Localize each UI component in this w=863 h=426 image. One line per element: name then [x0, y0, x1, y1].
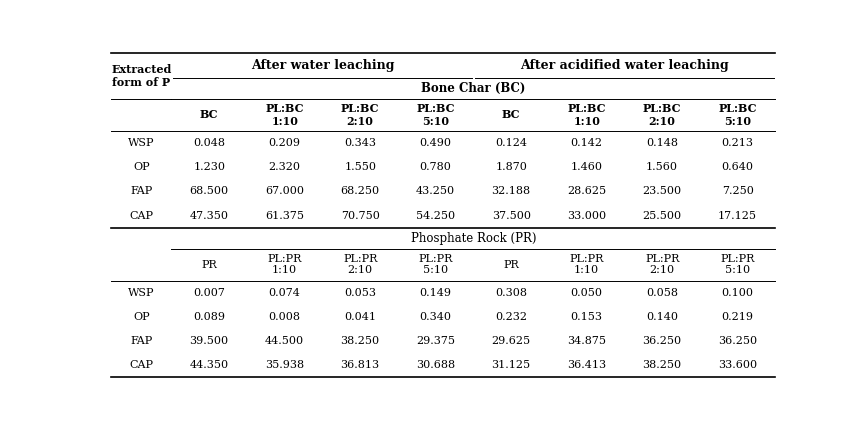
- Text: 38.250: 38.250: [643, 360, 682, 370]
- Text: 0.490: 0.490: [419, 138, 451, 148]
- Text: 29.375: 29.375: [416, 336, 455, 346]
- Text: 61.375: 61.375: [265, 210, 304, 221]
- Text: PL:BC
2:10: PL:BC 2:10: [341, 103, 380, 127]
- Text: 0.209: 0.209: [268, 138, 300, 148]
- Text: CAP: CAP: [129, 360, 154, 370]
- Text: 47.350: 47.350: [190, 210, 229, 221]
- Text: 67.000: 67.000: [265, 187, 304, 196]
- Text: 43.250: 43.250: [416, 187, 455, 196]
- Text: 17.125: 17.125: [718, 210, 757, 221]
- Text: 70.750: 70.750: [341, 210, 380, 221]
- Text: 36.250: 36.250: [718, 336, 757, 346]
- Text: 0.149: 0.149: [419, 288, 451, 298]
- Text: After water leaching: After water leaching: [250, 59, 394, 72]
- Text: Bone Char (BC): Bone Char (BC): [421, 82, 526, 95]
- Text: 2.320: 2.320: [268, 162, 300, 172]
- Text: 1.870: 1.870: [495, 162, 527, 172]
- Text: PR: PR: [503, 259, 519, 270]
- Text: BC: BC: [200, 109, 218, 121]
- Text: 0.780: 0.780: [419, 162, 451, 172]
- Text: 36.413: 36.413: [567, 360, 606, 370]
- Text: 68.250: 68.250: [341, 187, 380, 196]
- Text: Extracted
form of P: Extracted form of P: [111, 64, 172, 88]
- Text: 7.250: 7.250: [721, 187, 753, 196]
- Text: FAP: FAP: [130, 336, 153, 346]
- Text: 30.688: 30.688: [416, 360, 455, 370]
- Text: PL:PR
5:10: PL:PR 5:10: [419, 254, 453, 275]
- Text: PL:PR
1:10: PL:PR 1:10: [570, 254, 604, 275]
- Text: CAP: CAP: [129, 210, 154, 221]
- Text: 0.140: 0.140: [646, 312, 678, 322]
- Text: 28.625: 28.625: [567, 187, 606, 196]
- Text: PL:PR
5:10: PL:PR 5:10: [721, 254, 755, 275]
- Text: 25.500: 25.500: [643, 210, 682, 221]
- Text: PL:BC
2:10: PL:BC 2:10: [643, 103, 682, 127]
- Text: 0.124: 0.124: [495, 138, 527, 148]
- Text: WSP: WSP: [128, 288, 154, 298]
- Text: 34.875: 34.875: [567, 336, 606, 346]
- Text: 44.350: 44.350: [190, 360, 229, 370]
- Text: PL:BC
1:10: PL:BC 1:10: [266, 103, 304, 127]
- Text: 37.500: 37.500: [492, 210, 531, 221]
- Text: OP: OP: [133, 312, 149, 322]
- Text: 33.600: 33.600: [718, 360, 757, 370]
- Text: 0.153: 0.153: [570, 312, 602, 322]
- Text: 0.308: 0.308: [495, 288, 527, 298]
- Text: 1.230: 1.230: [193, 162, 225, 172]
- Text: 0.640: 0.640: [721, 162, 753, 172]
- Text: 0.142: 0.142: [570, 138, 602, 148]
- Text: 0.340: 0.340: [419, 312, 451, 322]
- Text: 23.500: 23.500: [643, 187, 682, 196]
- Text: 0.074: 0.074: [268, 288, 300, 298]
- Text: 0.048: 0.048: [193, 138, 225, 148]
- Text: PL:PR
1:10: PL:PR 1:10: [268, 254, 302, 275]
- Text: PL:BC
5:10: PL:BC 5:10: [718, 103, 757, 127]
- Text: PL:PR
2:10: PL:PR 2:10: [343, 254, 377, 275]
- Text: 1.550: 1.550: [344, 162, 376, 172]
- Text: 39.500: 39.500: [190, 336, 229, 346]
- Text: 0.053: 0.053: [344, 288, 376, 298]
- Text: FAP: FAP: [130, 187, 153, 196]
- Text: 44.500: 44.500: [265, 336, 305, 346]
- Text: 0.008: 0.008: [268, 312, 300, 322]
- Text: 0.050: 0.050: [570, 288, 602, 298]
- Text: Phosphate Rock (PR): Phosphate Rock (PR): [411, 232, 536, 245]
- Text: 32.188: 32.188: [492, 187, 531, 196]
- Text: PR: PR: [201, 259, 217, 270]
- Text: 0.007: 0.007: [193, 288, 225, 298]
- Text: 1.460: 1.460: [570, 162, 602, 172]
- Text: 33.000: 33.000: [567, 210, 606, 221]
- Text: 36.250: 36.250: [643, 336, 682, 346]
- Text: 0.100: 0.100: [721, 288, 753, 298]
- Text: After acidified water leaching: After acidified water leaching: [520, 59, 728, 72]
- Text: 0.219: 0.219: [721, 312, 753, 322]
- Text: 0.089: 0.089: [193, 312, 225, 322]
- Text: 0.148: 0.148: [646, 138, 678, 148]
- Text: PL:BC
1:10: PL:BC 1:10: [567, 103, 606, 127]
- Text: 0.041: 0.041: [344, 312, 376, 322]
- Text: 36.813: 36.813: [341, 360, 380, 370]
- Text: 35.938: 35.938: [265, 360, 305, 370]
- Text: 68.500: 68.500: [190, 187, 229, 196]
- Text: 0.232: 0.232: [495, 312, 527, 322]
- Text: OP: OP: [133, 162, 149, 172]
- Text: 1.560: 1.560: [646, 162, 678, 172]
- Text: BC: BC: [502, 109, 520, 121]
- Text: 0.213: 0.213: [721, 138, 753, 148]
- Text: PL:BC
5:10: PL:BC 5:10: [416, 103, 455, 127]
- Text: PL:PR
2:10: PL:PR 2:10: [645, 254, 679, 275]
- Text: 0.058: 0.058: [646, 288, 678, 298]
- Text: 31.125: 31.125: [492, 360, 531, 370]
- Text: 29.625: 29.625: [492, 336, 531, 346]
- Text: 38.250: 38.250: [341, 336, 380, 346]
- Text: WSP: WSP: [128, 138, 154, 148]
- Text: 54.250: 54.250: [416, 210, 455, 221]
- Text: 0.343: 0.343: [344, 138, 376, 148]
